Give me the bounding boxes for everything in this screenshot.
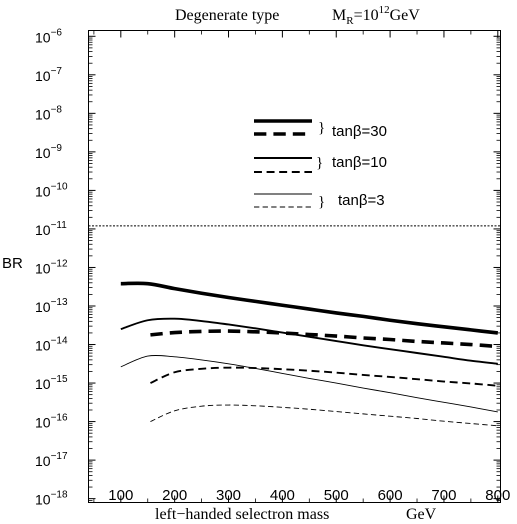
- y-tick-label: 10−10: [35, 181, 68, 199]
- mass-scale-unit: GeV: [390, 7, 421, 24]
- x-axis-label: left−handed selectron mass: [155, 506, 329, 523]
- legend-brace: }: [316, 155, 323, 171]
- series-layer: [120, 281, 499, 427]
- y-tick-label: 10−7: [35, 66, 62, 84]
- series-line-tanb30-solid: [120, 281, 499, 335]
- series-line-tanb30-dashed: [150, 329, 498, 349]
- y-tick-label: 10−18: [35, 490, 68, 508]
- axes-layer: 10−6 10−7 10−8 10−9 10−10 10−11 10−12 10−13 10−1…: [35, 27, 510, 507]
- y-tick-label: 10−11: [35, 220, 67, 238]
- mass-scale-equals: =10: [354, 7, 379, 24]
- legend: } tanβ=30} tanβ=10} tanβ=3: [254, 119, 387, 210]
- y-tick-label: 10−14: [35, 336, 68, 354]
- series-line-tanb10-solid: [120, 317, 498, 365]
- series-line-tanb3-solid: [120, 354, 498, 413]
- mass-scale-symbol: M: [332, 7, 346, 24]
- legend-label: tanβ=30: [332, 123, 387, 140]
- series-line-tanb10-dashed: [150, 366, 498, 387]
- y-axis-label: BR: [2, 255, 23, 272]
- y-tick-label: 10−17: [35, 451, 68, 469]
- x-tick-label: 700: [431, 487, 456, 504]
- chart-title: Degenerate type: [175, 7, 279, 24]
- series-line-tanb3-dashed: [150, 404, 498, 427]
- x-tick-label: 300: [216, 487, 241, 504]
- chart-title-mass-scale: MR=1012GeV: [332, 4, 420, 27]
- legend-brace: }: [318, 120, 325, 136]
- plot-frame: [88, 30, 501, 503]
- x-tick-label: 200: [162, 487, 187, 504]
- legend-label: tanβ=10: [332, 154, 387, 171]
- legend-label: tanβ=3: [338, 192, 385, 209]
- x-tick-label: 500: [324, 487, 349, 504]
- mass-scale-exponent: 12: [379, 4, 390, 16]
- y-tick-label: 10−6: [35, 27, 62, 45]
- x-tick-label: 400: [270, 487, 295, 504]
- y-tick-label: 10−13: [35, 297, 68, 315]
- x-axis-unit: GeV: [406, 506, 437, 523]
- x-tick-label: 800: [485, 487, 510, 504]
- y-tick-label: 10−9: [35, 143, 62, 161]
- y-tick-label: 10−16: [35, 413, 68, 431]
- y-tick-label: 10−15: [35, 374, 68, 392]
- x-tick-label: 600: [378, 487, 403, 504]
- y-tick-label: 10−12: [35, 258, 68, 276]
- mass-scale-subscript: R: [346, 15, 354, 27]
- legend-brace: }: [318, 194, 325, 210]
- x-tick-label: 100: [108, 487, 133, 504]
- y-tick-label: 10−8: [35, 104, 62, 122]
